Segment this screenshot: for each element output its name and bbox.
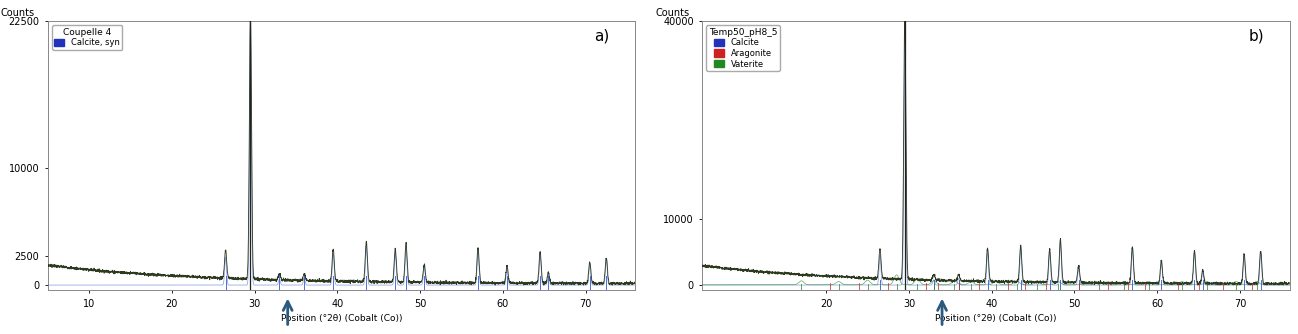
X-axis label: Position (°2θ) (Cobalt (Co)): Position (°2θ) (Cobalt (Co))	[280, 314, 402, 323]
Legend: Calcite, Aragonite, Vaterite: Calcite, Aragonite, Vaterite	[706, 25, 780, 71]
Legend: Calcite, syn: Calcite, syn	[52, 25, 122, 50]
Text: Counts: Counts	[655, 8, 689, 18]
Text: b): b)	[1249, 29, 1264, 44]
X-axis label: Position (°2θ) (Cobalt (Co)): Position (°2θ) (Cobalt (Co))	[935, 314, 1057, 323]
Text: Counts: Counts	[1, 8, 35, 18]
Text: a): a)	[594, 29, 610, 44]
